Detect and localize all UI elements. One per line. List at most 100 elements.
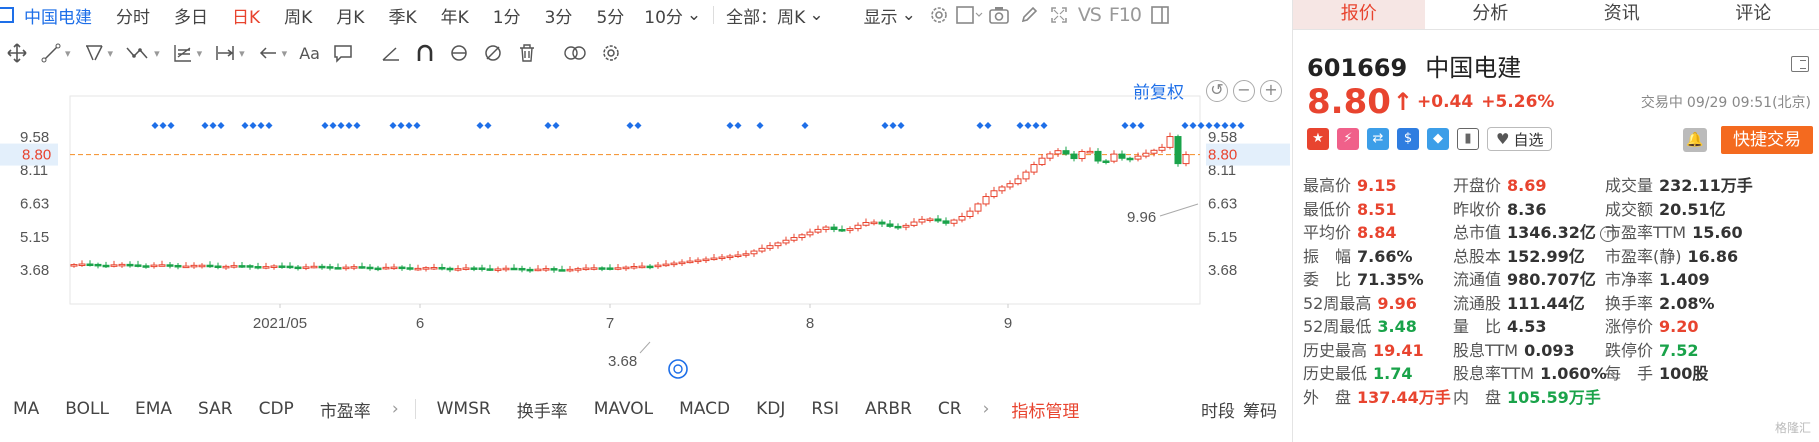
wave-tool-dropdown[interactable]: ▾ <box>119 39 166 67</box>
indicator-boll[interactable]: BOLL <box>65 399 109 419</box>
more-icon[interactable]: ··· <box>1599 225 1616 242</box>
dollar-icon[interactable]: $ <box>1397 128 1419 150</box>
search-icon[interactable] <box>668 359 688 379</box>
event-marker[interactable] <box>1229 122 1237 129</box>
adjust-mode-button[interactable]: 前复权 <box>1133 83 1184 103</box>
add-watchlist-button[interactable]: ♥ 自选 <box>1487 127 1553 151</box>
zoom-in-icon[interactable]: + <box>1260 80 1282 102</box>
arrow-tool-dropdown[interactable]: ▾ <box>251 39 294 67</box>
hide-drawings-icon[interactable] <box>476 39 510 67</box>
event-marker[interactable] <box>984 122 992 129</box>
event-marker[interactable] <box>726 122 734 129</box>
text-tool[interactable]: Aa <box>299 43 320 63</box>
event-marker[interactable] <box>881 122 889 129</box>
event-marker[interactable] <box>249 122 257 129</box>
channel-tool-dropdown[interactable]: ▾ <box>77 39 120 67</box>
event-marker[interactable] <box>1197 122 1205 129</box>
event-marker[interactable] <box>889 122 897 129</box>
overlay-compare-icon[interactable] <box>556 39 594 67</box>
event-marker[interactable] <box>209 122 217 129</box>
event-marker[interactable] <box>734 122 742 129</box>
indicator-cr[interactable]: CR <box>937 399 962 419</box>
zoom-out-icon[interactable]: − <box>1233 80 1255 102</box>
event-marker[interactable] <box>201 122 209 129</box>
event-marker[interactable] <box>1221 122 1229 129</box>
kline-chart[interactable]: 9.58 9.58 8.11 8.11 6.63 6.63 5.15 5.15 3.68 3.68… <box>0 76 1290 388</box>
event-marker[interactable] <box>389 122 397 129</box>
event-marker[interactable] <box>801 122 809 129</box>
bell-icon[interactable]: 🔔 <box>1683 128 1707 152</box>
china-flag-icon[interactable]: ★ <box>1307 128 1329 150</box>
fibonacci-tool-dropdown[interactable]: ▾ <box>166 39 209 67</box>
menu-icon[interactable] <box>1791 56 1809 72</box>
tab-comments[interactable]: 评论 <box>1735 3 1772 24</box>
event-marker[interactable] <box>397 122 405 129</box>
event-marker[interactable] <box>1032 122 1040 129</box>
indicator-sar[interactable]: SAR <box>198 399 233 419</box>
period-monthly-k[interactable]: 月K <box>336 7 365 28</box>
event-marker[interactable] <box>151 122 159 129</box>
range-tool-dropdown[interactable]: ▾ <box>208 39 251 67</box>
indicator-macd[interactable]: MACD <box>679 399 731 419</box>
sidebar-toggle-icon[interactable] <box>1145 3 1175 27</box>
period-1min[interactable]: 1分 <box>492 7 521 28</box>
event-marker[interactable] <box>405 122 413 129</box>
period-multiday[interactable]: 多日 <box>174 7 208 28</box>
event-marker[interactable] <box>217 122 225 129</box>
event-marker[interactable] <box>159 122 167 129</box>
event-marker[interactable] <box>976 122 984 129</box>
event-marker[interactable] <box>1121 122 1129 129</box>
indicator-manager-button[interactable]: 指标管理 <box>1011 401 1080 422</box>
event-marker[interactable] <box>1205 122 1213 129</box>
line-tool-dropdown[interactable]: ▾ <box>34 39 77 67</box>
period-quarterly-k[interactable]: 季K <box>388 7 417 28</box>
event-marker[interactable] <box>634 122 642 129</box>
indicator-arbr[interactable]: ARBR <box>864 399 912 419</box>
move-crosshair-icon[interactable] <box>0 39 34 67</box>
event-marker[interactable] <box>476 122 484 129</box>
fullscreen-icon[interactable] <box>1044 3 1074 27</box>
reset-icon[interactable]: ↺ <box>1206 80 1228 102</box>
event-marker[interactable] <box>1189 122 1197 129</box>
indicator-kdj[interactable]: KDJ <box>756 399 786 419</box>
event-marker[interactable] <box>897 122 905 129</box>
event-marker[interactable] <box>241 122 249 129</box>
event-marker[interactable] <box>265 122 273 129</box>
event-marker[interactable] <box>321 122 329 129</box>
quick-trade-button[interactable]: 快捷交易 <box>1721 126 1813 154</box>
stock-name-tab[interactable]: 中国电建 <box>24 7 92 28</box>
tag-icon[interactable]: ◆ <box>1427 128 1449 150</box>
period-5min[interactable]: 5分 <box>596 7 625 28</box>
indicator-ma[interactable]: MA <box>13 399 40 419</box>
event-marker[interactable] <box>544 122 552 129</box>
indicator-pe[interactable]: 市盈率 <box>319 401 371 422</box>
panel-toggle-icon[interactable] <box>0 7 14 23</box>
comment-icon[interactable] <box>326 39 360 67</box>
event-marker[interactable] <box>552 122 560 129</box>
time-period-button[interactable]: 时段 <box>1201 401 1235 422</box>
event-marker[interactable] <box>626 122 634 129</box>
indicator-cdp[interactable]: CDP <box>258 399 294 419</box>
all-period-dropdown[interactable]: 全部：周K ⌄ <box>718 3 831 28</box>
indicator-ema[interactable]: EMA <box>134 399 173 419</box>
pencil-icon[interactable] <box>1014 3 1044 27</box>
event-marker[interactable] <box>337 122 345 129</box>
camera-icon[interactable] <box>984 3 1014 27</box>
magnet-icon[interactable] <box>408 39 442 67</box>
angle-tool-icon[interactable] <box>374 39 408 67</box>
tab-analysis[interactable]: 分析 <box>1472 3 1509 24</box>
lightning-icon[interactable]: ⚡ <box>1337 128 1359 150</box>
display-dropdown[interactable]: 显示 ⌄ <box>856 3 924 28</box>
event-marker[interactable] <box>1181 122 1189 129</box>
indicator-rsi[interactable]: RSI <box>811 399 839 419</box>
event-marker[interactable] <box>756 122 764 129</box>
event-marker[interactable] <box>1129 122 1137 129</box>
event-marker[interactable] <box>1040 122 1048 129</box>
event-marker[interactable] <box>257 122 265 129</box>
indicator-wmsr[interactable]: WMSR <box>436 399 491 419</box>
chart-style-icon[interactable] <box>954 3 984 27</box>
chevron-right-icon[interactable]: › <box>391 399 399 419</box>
indicator-turnover[interactable]: 换手率 <box>516 401 568 422</box>
period-daily-k[interactable]: 日K <box>232 7 261 28</box>
trash-icon[interactable] <box>510 39 544 67</box>
